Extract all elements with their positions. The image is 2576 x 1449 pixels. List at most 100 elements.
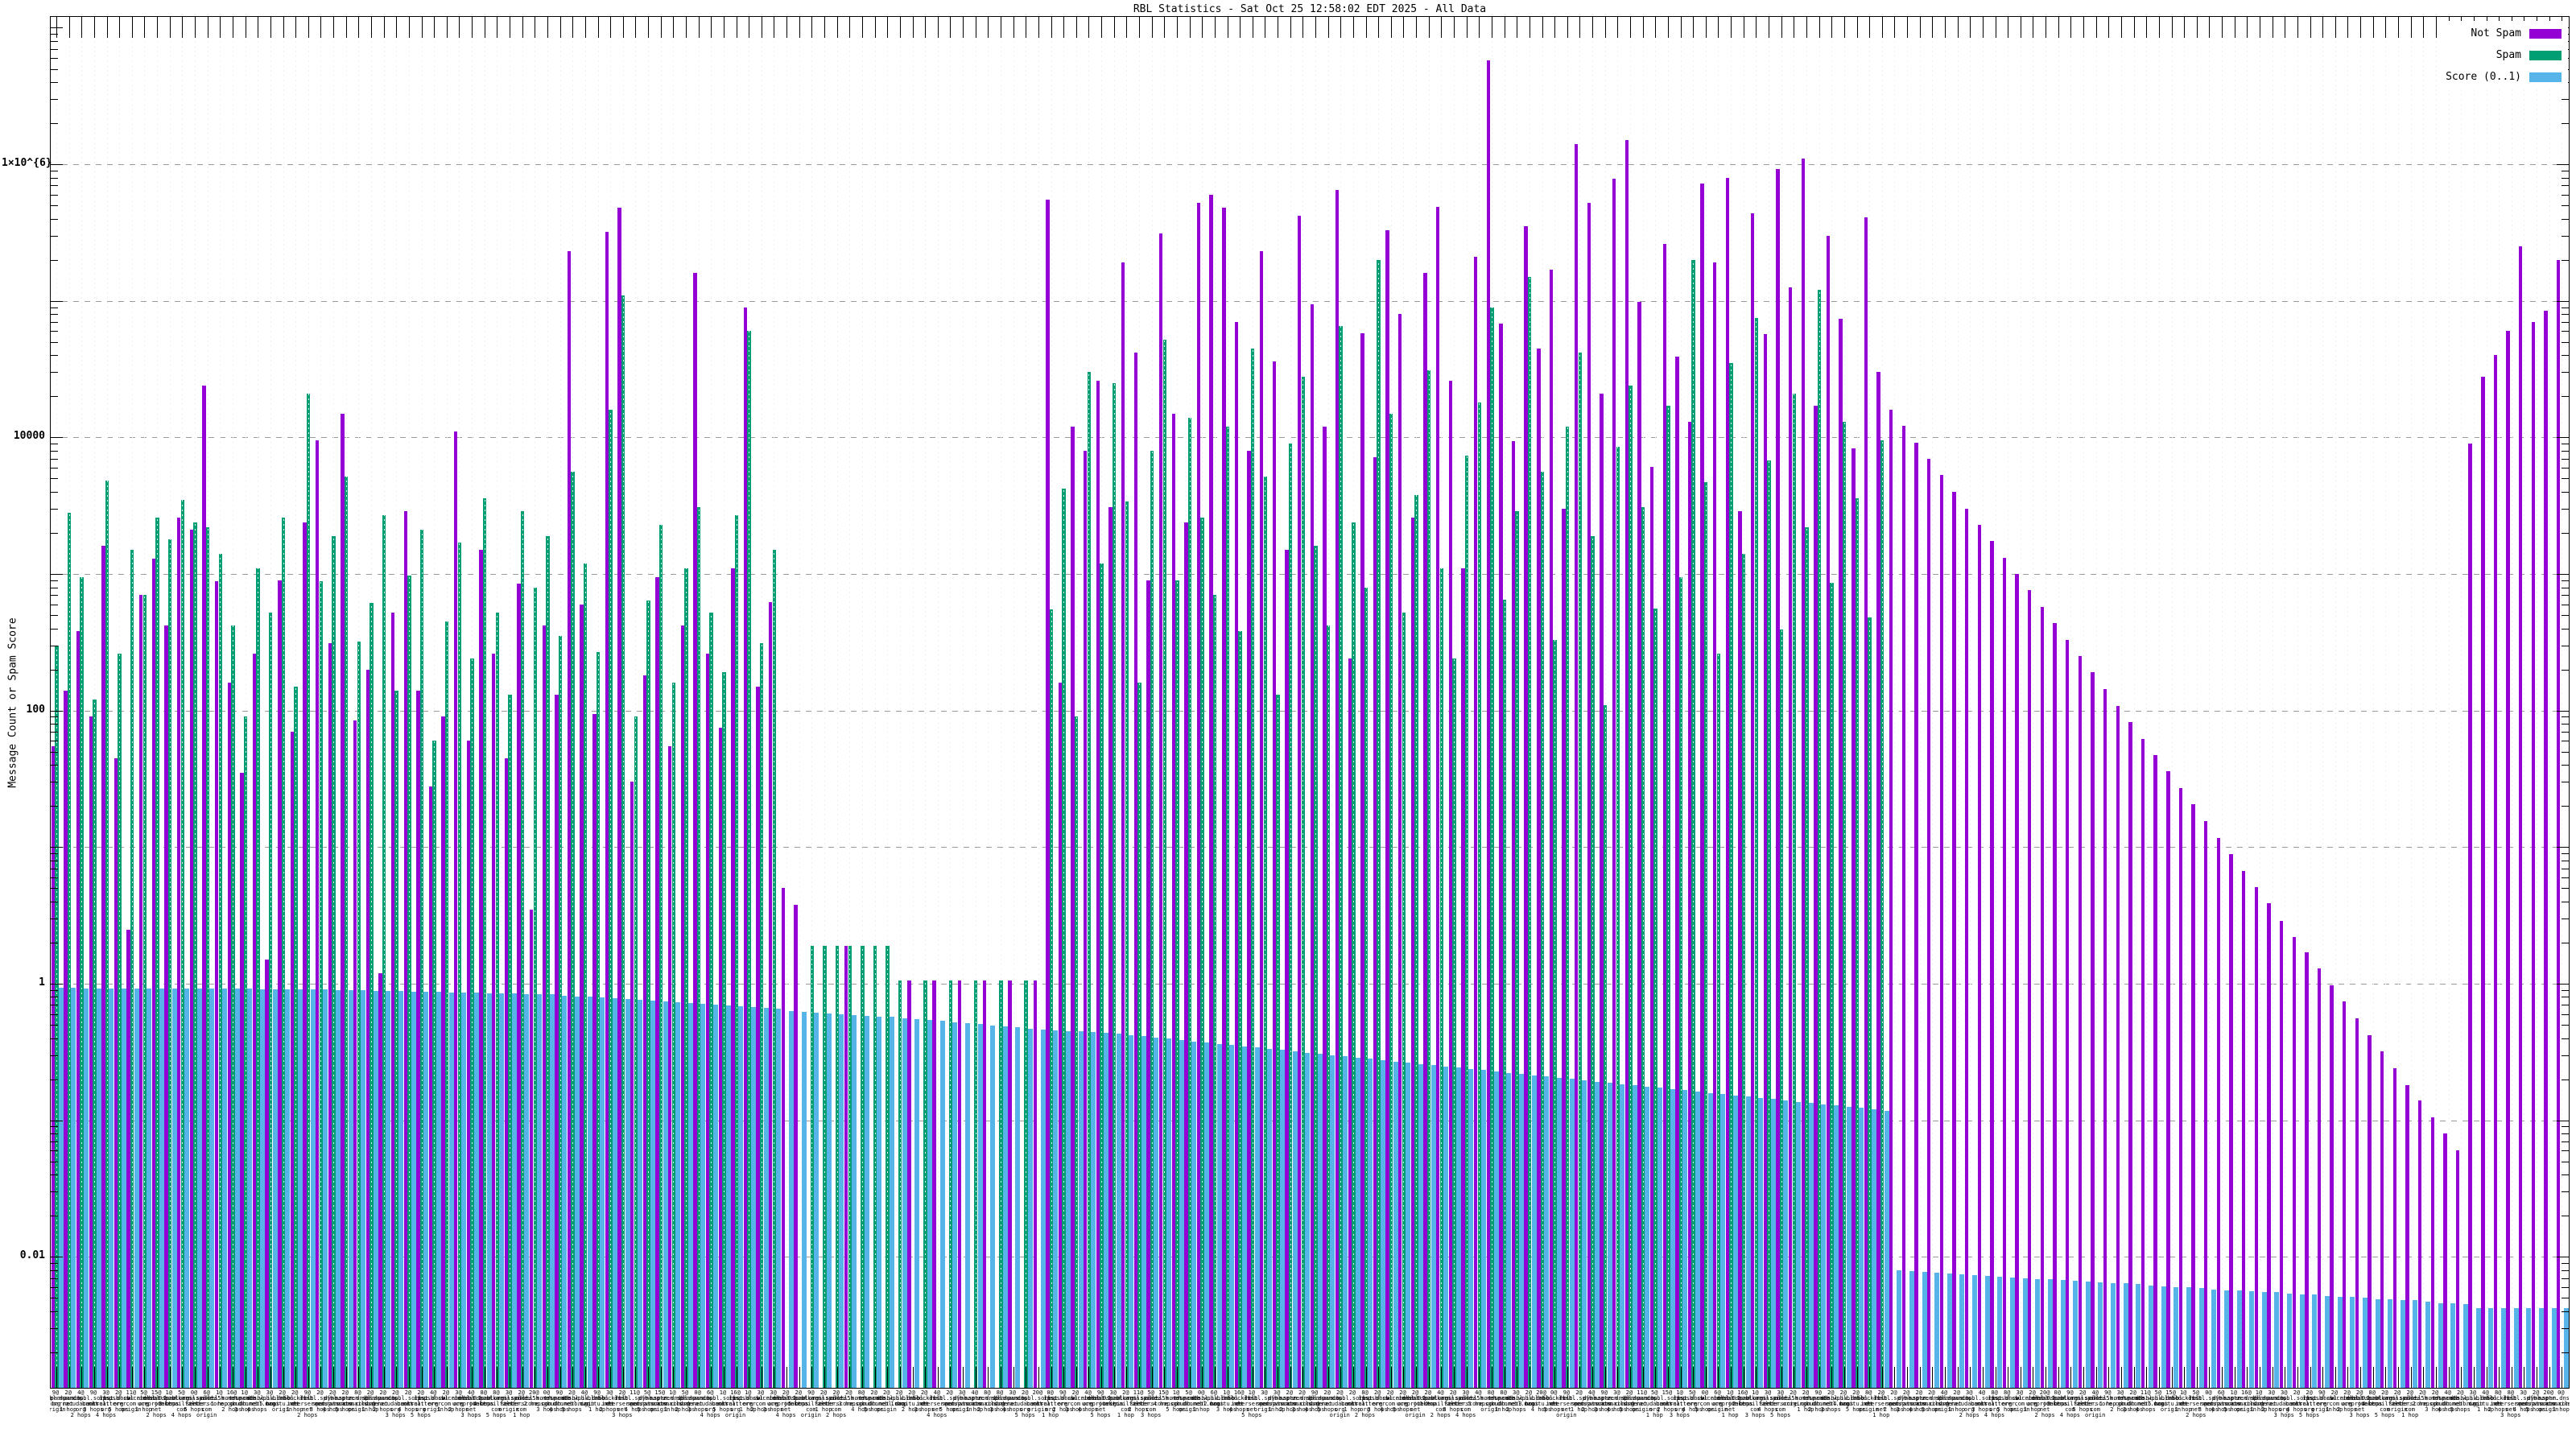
- gridline-vertical-overlay: [2347, 17, 2349, 1388]
- x-tick-bottom: [1466, 1367, 1468, 1388]
- bar-score: [2161, 1286, 2166, 1388]
- y-tick-left: [51, 355, 58, 357]
- gridline-vertical-overlay: [711, 17, 712, 1388]
- y-tick-left: [51, 185, 58, 187]
- y-tick-label: 1×10^{6}: [2, 157, 52, 170]
- x-tick-top: [2435, 17, 2437, 38]
- bar-notspam: [1310, 303, 1314, 1388]
- x-tick-top: [106, 17, 108, 38]
- gridline-vertical-overlay: [1378, 17, 1380, 1388]
- x-tick-bottom: [1151, 1367, 1153, 1388]
- x-tick-label: 4@ zen.spamhaus. org origin: [1922, 1390, 1967, 1413]
- x-tick-top: [1378, 17, 1380, 38]
- x-tick-bottom: [2410, 1367, 2412, 1388]
- bar-score: [1493, 1071, 1499, 1388]
- bar-notspam: [2178, 788, 2183, 1388]
- bar-score: [537, 994, 543, 1388]
- x-tick-label: 3@ db.wpbl.info origin: [2452, 1390, 2494, 1407]
- y-tick-right: [2562, 1174, 2569, 1176]
- x-tick-top: [2322, 17, 2324, 38]
- x-tick-label: 2@ all.s5h.net 2 hops: [2404, 1390, 2442, 1407]
- x-tick-label: 1@ bl.nordspam. com 5 hops: [1155, 1390, 1197, 1413]
- x-tick-bottom: [1705, 1367, 1707, 1388]
- bar-notspam: [2103, 689, 2107, 1388]
- x-tick-bottom: [93, 1367, 95, 1388]
- x-tick-bottom: [572, 1367, 574, 1388]
- bar-score: [2111, 1283, 2116, 1388]
- x-tick-top: [1101, 17, 1103, 38]
- x-tick-bottom: [1139, 1367, 1141, 1388]
- x-tick-label: 1@ truncate. gbudb.net 3 hops: [229, 1390, 260, 1413]
- gridline-vertical-overlay: [2146, 17, 2148, 1388]
- x-tick-bottom: [2385, 1367, 2387, 1388]
- gridline-vertical-overlay: [2209, 17, 2211, 1388]
- bar-notspam: [1158, 233, 1163, 1388]
- bar-notspam: [705, 654, 710, 1388]
- y-tick-right: [2562, 806, 2569, 807]
- gridline-vertical-overlay: [786, 17, 788, 1388]
- y-tick-left: [51, 396, 58, 398]
- bar-notspam: [353, 720, 357, 1388]
- x-tick-top: [1731, 17, 1732, 38]
- x-tick-top: [925, 17, 927, 38]
- gridline-vertical-overlay: [686, 17, 687, 1388]
- x-tick-top: [1655, 17, 1657, 38]
- x-tick-bottom: [522, 1367, 523, 1388]
- bar-score: [1946, 1273, 1952, 1388]
- bar-notspam: [743, 307, 748, 1388]
- x-tick-label: 2@ psbl.surriel. com 1 hop: [2312, 1390, 2357, 1413]
- x-tick-top: [1176, 17, 1178, 38]
- x-tick-top: [1416, 17, 1418, 38]
- y-tick-label: 0.01: [19, 1249, 45, 1262]
- x-tick-top: [1617, 17, 1619, 38]
- x-tick-bottom: [1176, 1367, 1178, 1388]
- y-tick-right: [2562, 532, 2569, 534]
- bar-notspam: [1751, 213, 1755, 1388]
- bar-notspam: [101, 546, 105, 1388]
- x-tick-label: 1@ list.dnswl. org 1 hop: [729, 1390, 767, 1413]
- bar-notspam: [2191, 804, 2195, 1388]
- x-tick-top: [861, 17, 863, 38]
- bar-score: [638, 1000, 643, 1388]
- y-tick-left: [51, 1038, 58, 1039]
- x-tick-top: [408, 17, 410, 38]
- x-tick-label: 2@ b. barracudacentral. org origin: [1311, 1390, 1369, 1418]
- x-tick-top: [1970, 17, 1971, 38]
- x-tick-bottom: [1126, 1367, 1128, 1388]
- bar-score: [2425, 1301, 2431, 1388]
- x-tick-label: 16@ spam.dnsbl. anonmails.de origin: [2226, 1390, 2267, 1413]
- x-tick-label: 2@ bl.spamcop. net 5 hops: [1308, 1390, 1346, 1413]
- x-tick-top: [333, 17, 335, 38]
- x-tick-label: 16@ ips. backscatterer. org origin: [712, 1390, 760, 1418]
- gridline-vertical-overlay: [811, 17, 813, 1388]
- x-tick-top: [1894, 17, 1896, 38]
- bar-notspam: [1776, 169, 1780, 1388]
- x-tick-label: 2@ all.s5h.net 3 hops: [830, 1390, 868, 1407]
- x-tick-top: [1630, 17, 1631, 38]
- gridline-vertical-overlay: [824, 17, 826, 1388]
- bar-notspam: [2556, 259, 2561, 1388]
- x-tick-bottom: [2196, 1367, 2198, 1388]
- x-tick-bottom: [1567, 1367, 1568, 1388]
- gridline-vertical-overlay: [1139, 17, 1141, 1388]
- bar-score: [1682, 1090, 1688, 1388]
- bar-score: [1620, 1084, 1625, 1388]
- bar-notspam: [2053, 623, 2057, 1388]
- gridline-vertical-overlay: [1479, 17, 1480, 1388]
- x-tick-label: 9@ list.dnswl. org 2 hops: [1044, 1390, 1082, 1413]
- bar-score: [184, 989, 190, 1388]
- bar-score: [1078, 1031, 1084, 1388]
- bar-notspam: [1461, 568, 1465, 1388]
- gridline-vertical-overlay: [584, 17, 586, 1388]
- bar-score: [600, 997, 605, 1388]
- y-tick-right: [2562, 765, 2569, 766]
- bar-notspam: [1939, 475, 1943, 1388]
- x-tick-bottom: [1869, 1367, 1871, 1388]
- x-tick-bottom: [1189, 1367, 1191, 1388]
- x-tick-label: 1@ zen.spamhaus. org 1 hop: [2236, 1390, 2281, 1413]
- bar-notspam: [403, 510, 407, 1388]
- bar-score: [2010, 1277, 2015, 1388]
- y-tick-right: [2562, 1278, 2569, 1279]
- bar-notspam: [365, 669, 369, 1388]
- bar-notspam: [1499, 324, 1503, 1388]
